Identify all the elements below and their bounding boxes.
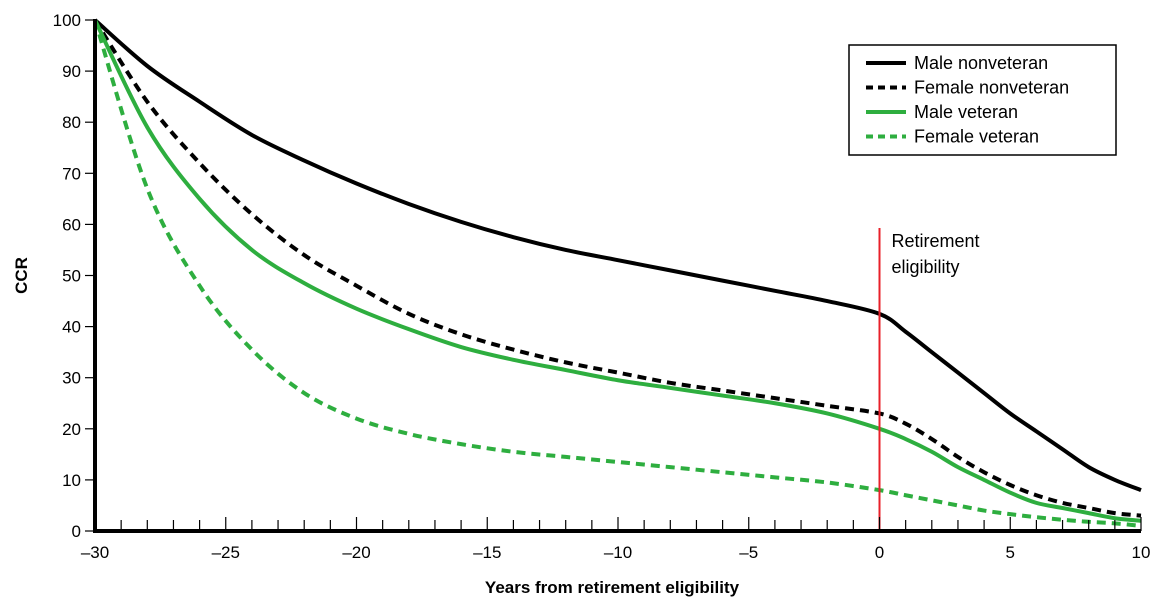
x-tick-label: 0 — [875, 543, 884, 562]
x-tick-label: –30 — [81, 543, 109, 562]
annotation-label-line-2: eligibility — [892, 257, 960, 277]
x-tick-label: –25 — [212, 543, 240, 562]
legend: Male nonveteran Female nonveteran Male vet… — [848, 44, 1117, 156]
y-tick-label: 80 — [62, 113, 81, 132]
series-line-female-nonveteran — [93, 18, 1142, 518]
series-line-female-veteran — [93, 19, 1142, 528]
y-tick-label: 40 — [62, 318, 81, 337]
y-tick-label: 10 — [62, 471, 81, 490]
y-tick-label: 0 — [72, 522, 81, 541]
annotation-label-line-1: Retirement — [892, 231, 980, 251]
legend-label-female-veteran: Female veteran — [914, 127, 1039, 147]
series-line-male-nonveteran — [93, 18, 1142, 492]
x-tick-label: –5 — [739, 543, 758, 562]
x-tick-label: 5 — [1006, 543, 1015, 562]
x-tick-label: –20 — [342, 543, 370, 562]
x-tick-label: 10 — [1132, 543, 1151, 562]
legend-label-male-veteran: Male veteran — [914, 102, 1018, 122]
y-tick-label: 50 — [62, 267, 81, 286]
x-tick-label: –10 — [604, 543, 632, 562]
x-tick-label: –15 — [473, 543, 501, 562]
legend-label-female-nonveteran: Female nonveteran — [914, 78, 1069, 98]
retirement-eligibility-annotation: Retirement eligibility — [878, 228, 980, 531]
y-tick-label: 30 — [62, 369, 81, 388]
series-line-male-veteran — [93, 19, 1142, 523]
y-tick-label: 90 — [62, 62, 81, 81]
y-tick-label: 100 — [53, 11, 81, 30]
legend-label-male-nonveteran: Male nonveteran — [914, 53, 1048, 73]
y-axis-title: CCR — [12, 257, 31, 294]
series-lines — [93, 18, 1142, 528]
x-axis-title: Years from retirement eligibility — [485, 578, 740, 597]
y-tick-label: 60 — [62, 215, 81, 234]
y-tick-label: 70 — [62, 164, 81, 183]
tick-marks — [85, 19, 1142, 532]
y-tick-label: 20 — [62, 420, 81, 439]
tick-labels: –30 –25 –20 –15 –10 –5 0 5 100102030405060708090… — [53, 11, 1151, 562]
